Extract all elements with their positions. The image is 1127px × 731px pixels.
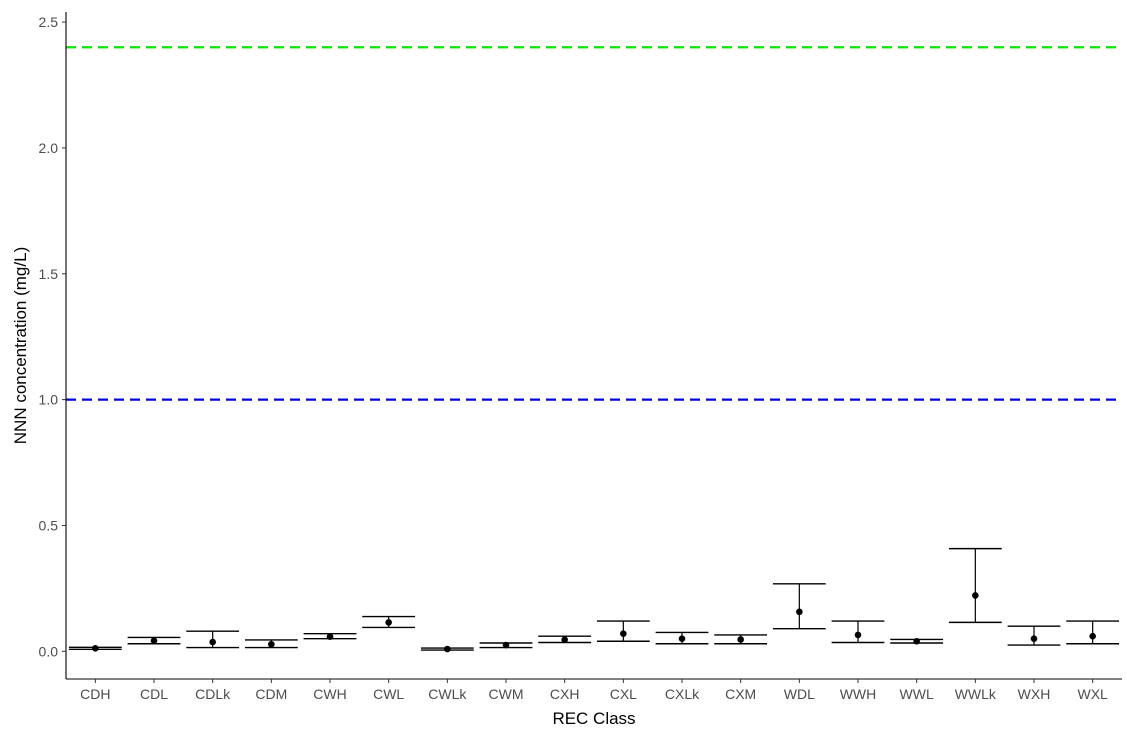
mean-point	[326, 633, 334, 641]
y-axis-ticks: 0.0 0.5 1.0 1.5 2.0 2.5	[39, 14, 66, 659]
error-bar-CDL	[127, 636, 181, 645]
mean-point	[1030, 635, 1038, 643]
mean-point	[92, 644, 99, 652]
mean-point	[854, 631, 862, 639]
x-tick-label: CWM	[489, 686, 524, 702]
x-tick-label: CDM	[255, 686, 287, 702]
y-tick-label: 1.5	[39, 266, 59, 282]
mean-point	[620, 630, 627, 637]
x-tick-label: CXL	[610, 686, 637, 702]
x-tick-label: WWLk	[955, 686, 997, 702]
error-bar-WXL	[1066, 620, 1120, 645]
y-tick-label: 0.5	[39, 517, 59, 533]
mean-point	[268, 640, 275, 648]
error-bar-CWLk	[420, 645, 474, 653]
y-tick-label: 2.5	[39, 14, 59, 30]
x-tick-label: CDLk	[195, 686, 231, 702]
mean-point	[444, 645, 451, 653]
x-tick-label: CXLk	[665, 686, 700, 702]
x-axis-ticks: CDH CDL CDLk CDM CWH CWL CWLk CWM CXH CXL CXLk CXM W…	[80, 679, 1108, 702]
y-tick-label: 2.0	[39, 140, 59, 156]
mean-point	[913, 637, 920, 645]
mean-point	[796, 608, 803, 616]
reference-lines	[66, 46, 1122, 401]
x-tick-label: CDH	[80, 686, 110, 702]
error-bar-WWH	[831, 620, 885, 644]
y-tick-label: 1.0	[39, 392, 59, 408]
x-tick-label: CDL	[140, 686, 168, 702]
x-tick-label: WWL	[900, 686, 934, 702]
error-bar-CXL	[596, 620, 650, 642]
x-tick-label: WXH	[1018, 686, 1051, 702]
error-bar-CWL	[362, 615, 416, 629]
mean-point	[972, 592, 979, 599]
error-bars	[68, 547, 1120, 653]
x-tick-label: WWH	[840, 686, 877, 702]
error-bar-WXH	[1007, 625, 1061, 646]
error-bar-WDL	[772, 583, 826, 630]
error-bar-WWLk	[948, 547, 1002, 624]
x-axis-title: REC Class	[552, 709, 635, 728]
mean-point	[1089, 632, 1096, 640]
mean-point	[150, 637, 158, 645]
mean-point	[385, 619, 392, 626]
axes	[65, 12, 1122, 680]
error-bar-CWH	[303, 632, 357, 641]
error-bar-CXH	[538, 635, 592, 644]
error-bar-WWL	[890, 637, 944, 645]
mean-point	[502, 641, 510, 649]
error-bar-CXLk	[655, 631, 709, 645]
mean-point	[678, 635, 686, 643]
mean-point	[561, 636, 568, 644]
error-bar-CDLk	[186, 630, 240, 649]
error-bar-CWM	[479, 641, 533, 649]
x-tick-label: CXM	[725, 686, 756, 702]
mean-point	[209, 638, 216, 646]
x-tick-label: WXL	[1077, 686, 1108, 702]
x-tick-label: CWL	[373, 686, 404, 702]
error-bar-CDH	[68, 644, 122, 652]
error-bar-CXM	[714, 634, 768, 645]
x-tick-label: WDL	[784, 686, 815, 702]
y-axis-title: NNN concentration (mg/L)	[11, 247, 30, 444]
mean-point	[737, 636, 744, 643]
error-bar-CDM	[244, 639, 298, 649]
x-tick-label: CWH	[313, 686, 346, 702]
x-tick-label: CXH	[550, 686, 580, 702]
x-tick-label: CWLk	[428, 686, 467, 702]
y-tick-label: 0.0	[39, 643, 59, 659]
